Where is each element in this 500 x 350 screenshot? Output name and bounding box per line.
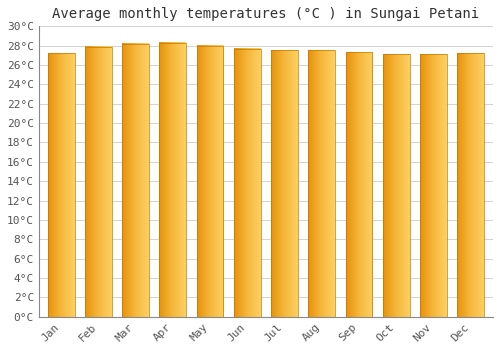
Bar: [122, 44, 149, 317]
Bar: [48, 54, 74, 317]
Bar: [234, 49, 260, 317]
Bar: [383, 54, 409, 317]
Title: Average monthly temperatures (°C ) in Sungai Petani: Average monthly temperatures (°C ) in Su…: [52, 7, 480, 21]
Bar: [271, 50, 298, 317]
Bar: [160, 43, 186, 317]
Bar: [458, 54, 484, 317]
Bar: [308, 50, 335, 317]
Bar: [85, 47, 112, 317]
Bar: [420, 54, 447, 317]
Bar: [346, 52, 372, 317]
Bar: [196, 46, 224, 317]
